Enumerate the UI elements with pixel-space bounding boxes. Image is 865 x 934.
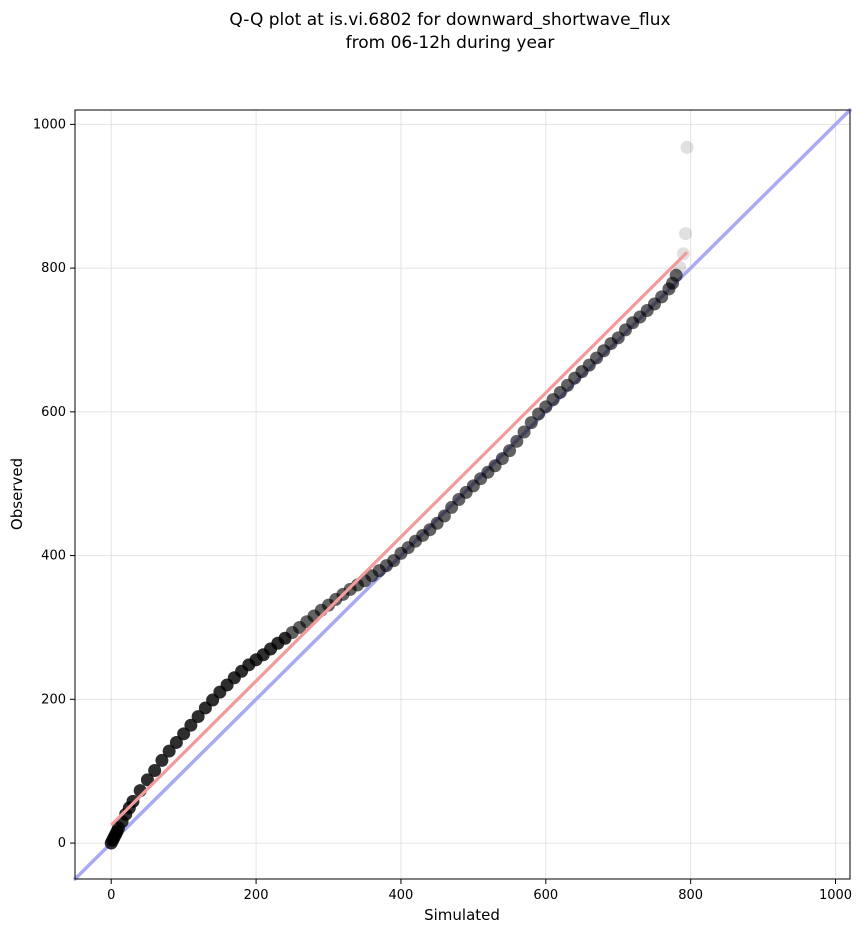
x-tick-label: 800 <box>678 888 703 903</box>
fit-line <box>110 251 689 827</box>
quantile-point <box>510 434 524 448</box>
y-axis-label: Observed <box>8 458 26 530</box>
quantile-point <box>177 727 191 741</box>
y-tick-label: 600 <box>41 405 66 420</box>
plot-frame <box>74 109 851 880</box>
quantile-point <box>524 416 538 430</box>
quantile-point <box>680 140 694 154</box>
chart-title: Q-Q plot at is.vi.6802 for downward_shor… <box>229 10 670 53</box>
x-tick-label: 1000 <box>819 888 852 903</box>
quantile-point <box>155 753 169 767</box>
y-axis: 0 200 400 600 800 1000 <box>33 117 75 851</box>
y-tick-label: 0 <box>58 836 66 851</box>
chart-title-line-2: from 06-12h during year <box>346 33 555 53</box>
quantile-point <box>503 444 517 458</box>
quantile-point <box>184 718 198 732</box>
x-axis-label: Simulated <box>424 906 500 924</box>
quantile-point <box>679 227 693 241</box>
x-tick-label: 400 <box>389 888 414 903</box>
quantile-point <box>517 425 531 439</box>
x-tick-label: 200 <box>244 888 269 903</box>
quantile-points-layer <box>104 140 694 850</box>
quantile-point <box>669 268 683 282</box>
quantile-point <box>148 763 162 777</box>
y-tick-label: 800 <box>41 261 66 276</box>
y-tick-label: 1000 <box>33 117 66 132</box>
quantile-point <box>191 710 205 724</box>
quantile-point <box>437 509 451 523</box>
quantile-point <box>169 735 183 749</box>
x-tick-label: 600 <box>533 888 558 903</box>
chart-title-line-1: Q-Q plot at is.vi.6802 for downward_shor… <box>229 10 670 30</box>
fit-line-layer <box>110 251 689 827</box>
x-axis: 0 200 400 600 800 1000 <box>107 879 852 903</box>
grid-layer <box>75 110 850 879</box>
quantile-point <box>140 773 154 787</box>
y-tick-label: 200 <box>41 692 66 707</box>
quantile-point <box>162 744 176 758</box>
y-tick-label: 400 <box>41 549 66 564</box>
x-tick-label: 0 <box>107 888 115 903</box>
